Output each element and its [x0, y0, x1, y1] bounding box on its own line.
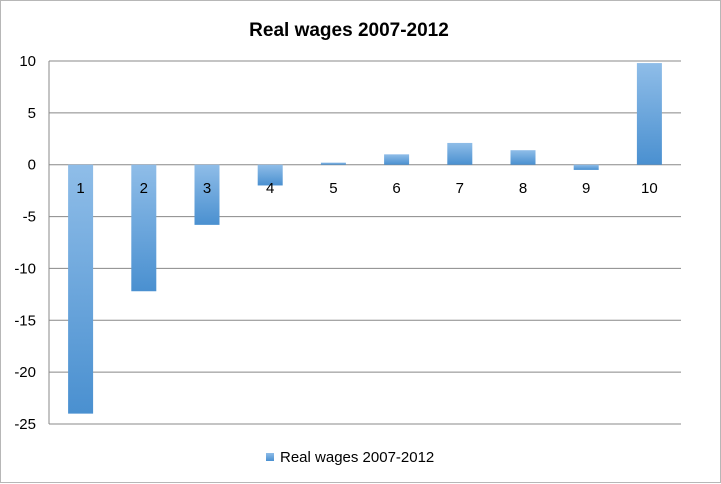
bar [131, 164, 157, 292]
bars [68, 63, 662, 414]
legend-label: Real wages 2007-2012 [280, 449, 434, 466]
bar [510, 150, 536, 165]
x-tick-label: 9 [582, 180, 590, 197]
y-tick-label: 5 [28, 105, 36, 122]
x-tick-label: 10 [641, 180, 658, 197]
bar [636, 63, 662, 165]
y-tick-label: 0 [28, 157, 36, 174]
bar [257, 164, 283, 186]
bar [447, 142, 473, 165]
x-tick-label: 3 [203, 180, 211, 197]
x-tick-label: 5 [329, 180, 337, 197]
bar [384, 154, 410, 165]
x-tick-label: 1 [76, 180, 84, 197]
legend-swatch [266, 453, 274, 461]
chart-title: Real wages 2007-2012 [249, 20, 449, 41]
x-tick-label: 4 [266, 180, 274, 197]
x-tick-label: 2 [140, 180, 148, 197]
bar [68, 164, 94, 414]
bar [573, 164, 599, 170]
y-tick-label: 10 [19, 53, 36, 70]
y-tick-label: -5 [23, 209, 36, 226]
x-tick-label: 8 [519, 180, 527, 197]
y-tick-label: -10 [14, 260, 36, 277]
x-tick-label: 7 [456, 180, 464, 197]
y-tick-label: -20 [14, 364, 36, 381]
bar [320, 162, 346, 165]
x-axis-tick-labels: 1 2 3 4 5 6 7 8 9 10 [76, 180, 657, 197]
legend: Real wages 2007-2012 [266, 449, 434, 466]
y-tick-label: -25 [14, 416, 36, 433]
x-tick-label: 6 [392, 180, 400, 197]
bar [194, 164, 220, 225]
y-axis-tick-labels: 10 5 0 -5 -10 -15 -20 -25 [14, 53, 36, 433]
y-tick-label: -15 [14, 312, 36, 329]
